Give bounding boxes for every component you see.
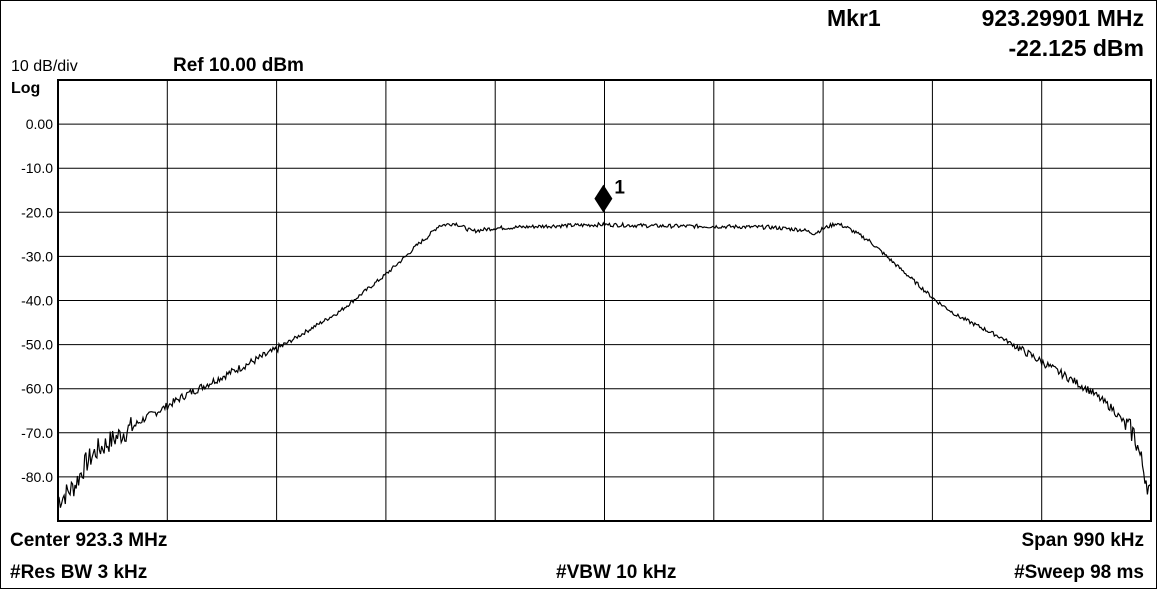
sweep-time: #Sweep 98 ms [1014, 562, 1144, 583]
scale-type-label: Log [11, 80, 41, 97]
y-tick-label: -20.0 [21, 204, 53, 220]
marker-number-label: 1 [614, 178, 625, 199]
y-tick-label: -60.0 [21, 381, 53, 397]
y-tick-label: -40.0 [21, 293, 53, 309]
trace-line [57, 221, 1152, 508]
y-tick-label: -80.0 [21, 469, 53, 485]
y-tick-label: -50.0 [21, 337, 53, 353]
marker-label: Mkr1 [827, 5, 881, 31]
y-tick-label: 0.00 [26, 116, 53, 132]
y-tick-label: -70.0 [21, 425, 53, 441]
marker-level: -22.125 dBm [1008, 35, 1144, 61]
video-bandwidth: #VBW 10 kHz [556, 562, 677, 583]
marker-frequency: 923.29901 MHz [981, 5, 1144, 31]
marker-diamond[interactable] [594, 184, 613, 213]
resolution-bandwidth: #Res BW 3 kHz [10, 562, 148, 583]
y-tick-label: -30.0 [21, 248, 53, 264]
center-frequency: Center 923.3 MHz [10, 530, 168, 551]
reference-level: Ref 10.00 dBm [173, 55, 304, 76]
scale-label: 10 dB/div [11, 58, 78, 75]
frequency-span: Span 990 kHz [1021, 530, 1145, 551]
y-tick-label: -10.0 [21, 160, 53, 176]
